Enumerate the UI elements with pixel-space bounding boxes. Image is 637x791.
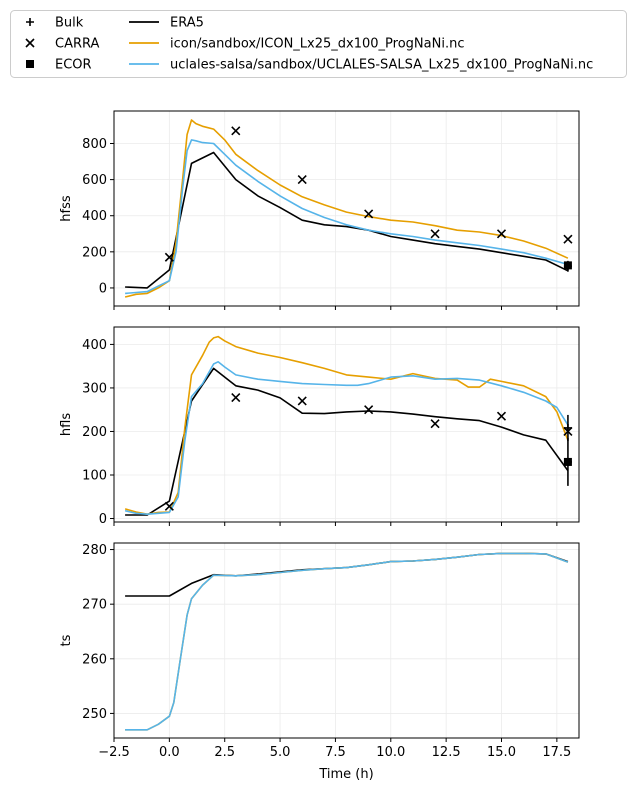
legend-label: CARRA xyxy=(55,37,100,52)
series-group xyxy=(124,335,569,516)
legend-entry: uclales-salsa/sandbox/UCLALES-SALSA_Lx25… xyxy=(129,58,593,73)
y-tick-label: 260 xyxy=(82,652,107,667)
x-marker-icon xyxy=(25,38,35,48)
carra-point xyxy=(164,252,174,262)
y-tick-label: 600 xyxy=(82,173,107,188)
x-tick-label: 15.0 xyxy=(487,745,516,760)
y-tick-label: 300 xyxy=(82,381,107,396)
legend: Bulk CARRA ECOR ERA5 icon/sandbox/ICON_Lx25_… xyxy=(10,10,627,78)
y-tick-label: 0 xyxy=(99,512,107,527)
panel-ts: −2.5 0.0 2.5 5.0 7.5 10.0 12.5 15.0 17.5 250 260 27… xyxy=(59,542,580,782)
x-tick-label: −2.5 xyxy=(98,745,130,760)
legend-entry: icon/sandbox/ICON_Lx25_dx100_ProgNaNi.nc xyxy=(129,37,464,52)
y-tick-label: 100 xyxy=(82,468,107,483)
carra-point xyxy=(297,396,307,406)
plus-marker-icon xyxy=(26,18,34,26)
series-line xyxy=(124,119,569,298)
series-line xyxy=(125,367,569,516)
x-tick-label: 7.5 xyxy=(325,745,346,760)
carra-point xyxy=(496,229,507,239)
axes-frame xyxy=(113,326,580,523)
carra-point xyxy=(563,234,573,244)
series-line xyxy=(124,361,569,515)
carra-point xyxy=(364,209,374,219)
y-tick-label: 400 xyxy=(82,338,107,353)
legend-entry: ECOR xyxy=(26,58,92,73)
carra-point xyxy=(430,419,440,429)
panel-hfls: 0 100 200 300 400 hfls xyxy=(59,326,580,527)
carra-point xyxy=(164,501,174,511)
y-tick-label: 200 xyxy=(82,245,107,260)
carra-point xyxy=(231,126,241,136)
y-tick-label: 280 xyxy=(82,543,107,558)
x-tick-label: 10.0 xyxy=(376,745,405,760)
x-tick-label: 5.0 xyxy=(270,745,291,760)
axes-frame xyxy=(113,542,580,739)
bulk-point xyxy=(563,423,572,432)
legend-entry: ERA5 xyxy=(129,16,204,31)
carra-point xyxy=(231,392,241,403)
y-axis-label: hfss xyxy=(59,195,74,222)
x-tick-label: 12.5 xyxy=(432,745,461,760)
y-tick-label: 0 xyxy=(99,281,107,296)
axes-frame xyxy=(113,110,580,307)
y-axis-label: ts xyxy=(59,634,74,646)
x-tick-label: 0.0 xyxy=(159,745,180,760)
series-group xyxy=(125,552,569,731)
y-tick-label: 250 xyxy=(82,707,107,722)
y-axis-label: hfls xyxy=(59,413,74,436)
legend-frame xyxy=(10,10,627,78)
series-line xyxy=(125,139,569,295)
x-axis-label: Time (h) xyxy=(318,767,373,782)
x-tick-label: 2.5 xyxy=(214,745,235,760)
series-group xyxy=(124,119,569,298)
bulk-point xyxy=(563,262,572,271)
carra-point xyxy=(430,229,440,239)
carra-point xyxy=(297,175,307,185)
legend-entry: Bulk xyxy=(26,16,84,31)
square-marker-icon xyxy=(26,60,34,68)
y-tick-label: 400 xyxy=(82,209,107,224)
series-line xyxy=(125,151,569,289)
series-line xyxy=(125,552,569,731)
legend-label: ECOR xyxy=(55,58,92,73)
y-tick-label: 800 xyxy=(82,137,107,152)
legend-label: Bulk xyxy=(55,16,84,31)
x-tick-label: 17.5 xyxy=(542,745,571,760)
panel-hfss: 0 200 400 600 800 hfss xyxy=(59,110,580,310)
y-tick-label: 200 xyxy=(82,425,107,440)
legend-label: uclales-salsa/sandbox/UCLALES-SALSA_Lx25… xyxy=(170,58,593,73)
legend-label: icon/sandbox/ICON_Lx25_dx100_ProgNaNi.nc xyxy=(170,37,464,52)
chart-panels: 0 200 400 600 800 hfss 0 100 200 300 400 hfls −2.5 0.… xyxy=(59,110,580,782)
bulk-point xyxy=(563,457,572,466)
legend-entry: CARRA xyxy=(25,37,100,52)
carra-point xyxy=(496,411,507,421)
y-tick-label: 270 xyxy=(82,598,107,613)
legend-label: ERA5 xyxy=(170,16,204,31)
carra-point xyxy=(364,405,374,415)
